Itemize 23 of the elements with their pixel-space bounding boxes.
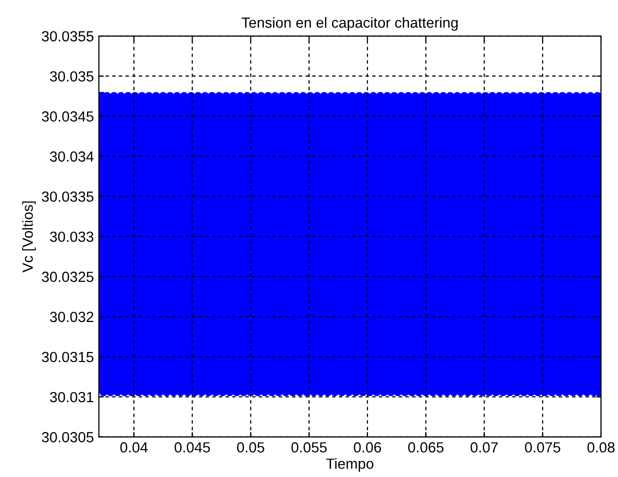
y-tick-label: 30.0335 [42, 191, 94, 202]
x-tick-label: 0.05 [237, 442, 264, 453]
x-tick-label: 0.04 [120, 442, 148, 453]
x-tick-label: 0.08 [587, 442, 615, 453]
x-tick-label: 0.065 [408, 442, 444, 453]
y-axis-title: Vc [Voltios] [22, 201, 36, 272]
y-tick-label: 30.0315 [42, 352, 94, 362]
y-tick-label: 30.034 [50, 151, 94, 162]
y-tick-label: 30.0305 [42, 432, 94, 442]
y-tick-label: 30.033 [50, 232, 94, 242]
y-tick-label: 30.0325 [42, 272, 94, 282]
y-tick-label: 30.035 [50, 71, 94, 82]
x-axis-title: Tiempo [326, 458, 374, 472]
x-tick-label: 0.045 [174, 442, 210, 453]
x-tick-label: 0.075 [524, 442, 560, 453]
y-tick-label: 30.031 [50, 392, 94, 402]
y-tick-label: 30.0355 [42, 31, 94, 42]
x-tick-label: 0.055 [291, 442, 327, 453]
y-tick-label: 30.032 [50, 312, 94, 322]
y-tick-label: 30.0345 [42, 111, 94, 122]
x-tick-label: 0.07 [470, 442, 498, 453]
x-tick-label: 0.06 [354, 442, 382, 453]
chart-title: Tension en el capacitor chattering [242, 17, 458, 31]
